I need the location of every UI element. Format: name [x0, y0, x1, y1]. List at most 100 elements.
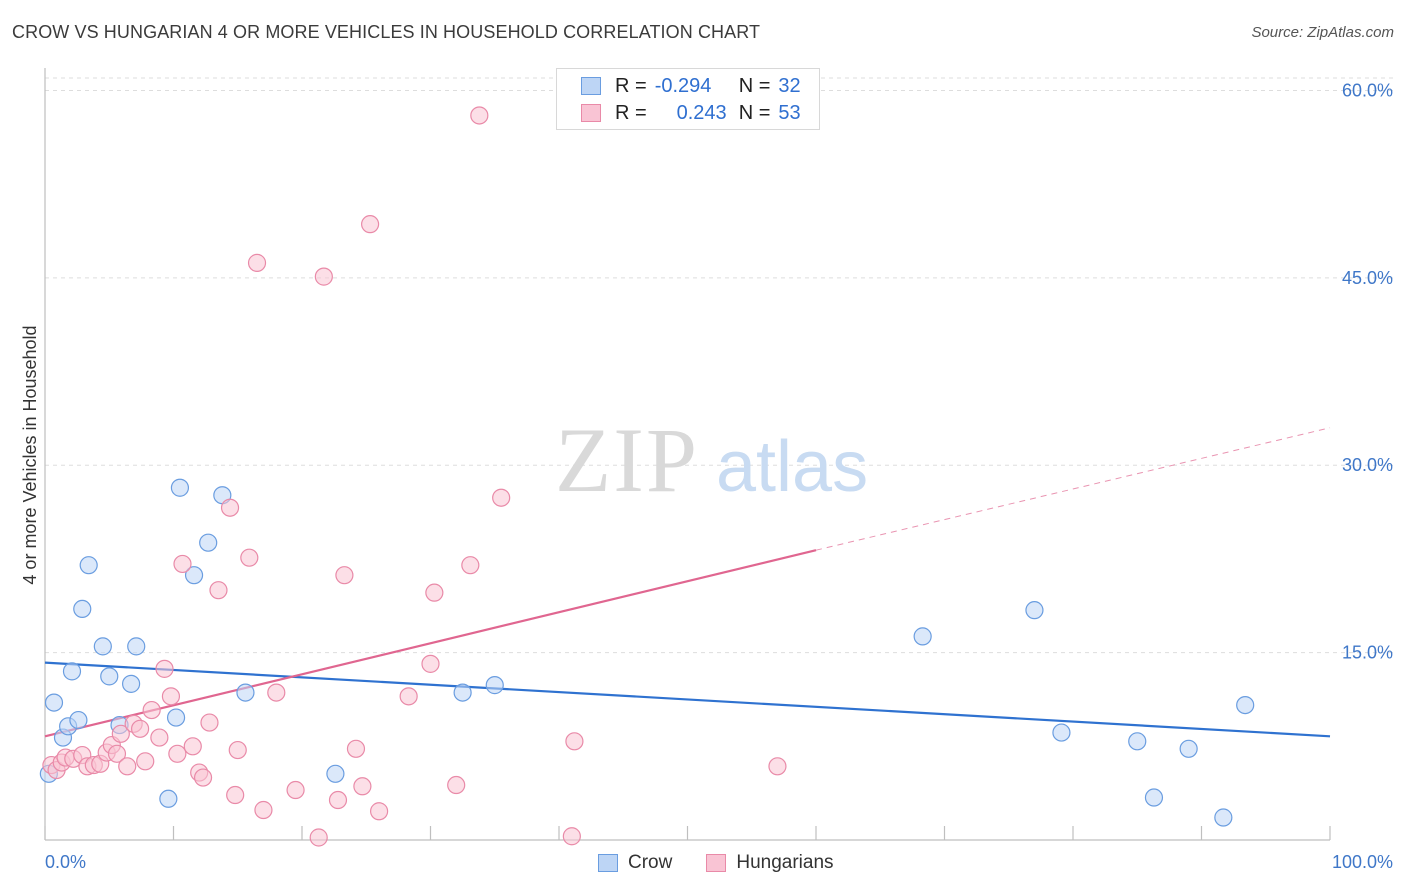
hungarian-point: [220, 498, 240, 517]
hungarian-point: [314, 267, 333, 286]
chart-title: CROW VS HUNGARIAN 4 OR MORE VEHICLES IN …: [12, 22, 761, 42]
crow-point: [69, 710, 88, 730]
hungarian-point: [335, 566, 354, 585]
crow-point: [93, 637, 112, 656]
hungarian-point: [492, 488, 511, 507]
y-tick-label: 60.0%: [1342, 80, 1393, 100]
x-tick-label-min: 0.0%: [45, 852, 86, 872]
crow-point: [100, 667, 119, 686]
bottom-legend-swatch-crow: [598, 854, 618, 872]
hungarian-point: [361, 215, 380, 234]
legend-hun-n-value: 53: [778, 101, 801, 124]
crow-point: [236, 683, 255, 702]
hungarian-point: [130, 719, 150, 738]
hungarian-point: [470, 106, 489, 125]
hungarian-point: [118, 757, 137, 776]
crow-point: [159, 789, 178, 808]
hungarian-point: [111, 724, 130, 743]
hungarian-point: [247, 253, 267, 272]
crow-point: [453, 683, 472, 702]
hungarian-point: [425, 583, 444, 602]
crow-point: [1128, 732, 1147, 751]
crow-point: [121, 674, 141, 693]
bottom-legend-crow: Crow: [628, 852, 673, 873]
hungarian-point: [209, 581, 228, 600]
hungarian-point: [168, 744, 187, 763]
hungarian-point: [155, 659, 174, 678]
crow-point: [170, 478, 190, 497]
hungarian-point: [226, 785, 245, 805]
crow-point: [1214, 808, 1233, 827]
hungarian-point: [240, 548, 259, 567]
bottom-legend-hungarians: Hungarians: [736, 852, 834, 873]
hungarian-trend-line: [44, 549, 817, 738]
hungarian-point: [286, 780, 305, 800]
crow-point: [199, 533, 218, 552]
hungarian-point: [346, 739, 366, 758]
hungarian-point: [136, 752, 155, 771]
hungarian-point: [461, 556, 480, 575]
y-axis-label: 4 or more Vehicles in Household: [20, 325, 40, 584]
y-tick-label: 15.0%: [1342, 643, 1393, 663]
legend-swatch-crow: [581, 77, 601, 95]
hungarian-point: [142, 700, 161, 720]
hungarian-point: [309, 828, 328, 847]
bottom-legend: Crow Hungarians: [598, 852, 834, 874]
crow-point: [1236, 695, 1255, 715]
crow-point: [913, 627, 932, 646]
y-tick-label: 30.0%: [1342, 455, 1393, 475]
hungarian-point: [447, 775, 466, 795]
legend-crow-n-label: N =: [738, 74, 771, 97]
crow-point: [127, 637, 146, 656]
hungarian-point: [768, 757, 787, 776]
crow-point: [1179, 739, 1198, 758]
hungarian-point: [183, 737, 202, 756]
legend-crow-r-label: R =: [615, 74, 647, 97]
hungarian-point: [150, 728, 169, 747]
hungarian-point: [254, 800, 273, 820]
legend-swatch-hungarians: [581, 104, 601, 122]
crow-point: [73, 599, 92, 619]
hungarian-point: [107, 744, 127, 763]
crow-point: [44, 693, 64, 712]
hungarian-point: [421, 654, 440, 673]
crow-point: [62, 662, 82, 681]
legend-row-hungarians: R = 0.243 N = 53: [581, 100, 801, 126]
legend-crow-r-value: -0.294: [654, 74, 712, 97]
crow-point: [184, 566, 204, 585]
hungarian-trend-extension: [815, 427, 1331, 551]
crow-point: [1025, 601, 1044, 620]
hungarian-point: [328, 790, 348, 810]
crow-point: [326, 764, 345, 783]
x-tick-label-max: 100.0%: [1332, 852, 1393, 872]
hungarian-point: [353, 777, 372, 796]
crow-point: [1052, 723, 1071, 742]
bottom-legend-swatch-hungarians: [706, 854, 727, 872]
watermark-zip: ZIP: [555, 409, 699, 511]
crow-point: [485, 676, 504, 695]
hungarian-point: [228, 740, 247, 760]
hungarian-point: [399, 687, 418, 706]
hungarian-point: [161, 687, 181, 706]
crow-point: [79, 556, 98, 575]
hungarian-point: [562, 827, 581, 846]
hungarian-point: [267, 683, 286, 702]
watermark-atlas: atlas: [716, 427, 868, 507]
legend-row-crow: R = -0.294 N = 32: [581, 73, 801, 99]
legend: R = -0.294 N = 32 R = 0.243 N = 53: [556, 68, 820, 130]
hungarian-point: [370, 802, 389, 821]
hungarian-point: [193, 768, 213, 787]
crow-trend-line: [44, 661, 1331, 738]
legend-hun-n-label: N =: [738, 101, 771, 124]
crow-point: [1144, 788, 1164, 807]
crow-point: [166, 708, 186, 727]
source-label: Source: ZipAtlas.com: [1251, 24, 1394, 41]
legend-hun-r-label: R =: [615, 101, 647, 124]
y-tick-label: 45.0%: [1342, 268, 1393, 288]
hungarian-point: [173, 554, 192, 574]
hungarian-point: [565, 732, 584, 751]
hungarian-point: [200, 713, 219, 732]
legend-crow-n-value: 32: [778, 74, 801, 97]
legend-hun-r-value: 0.243: [676, 101, 727, 124]
